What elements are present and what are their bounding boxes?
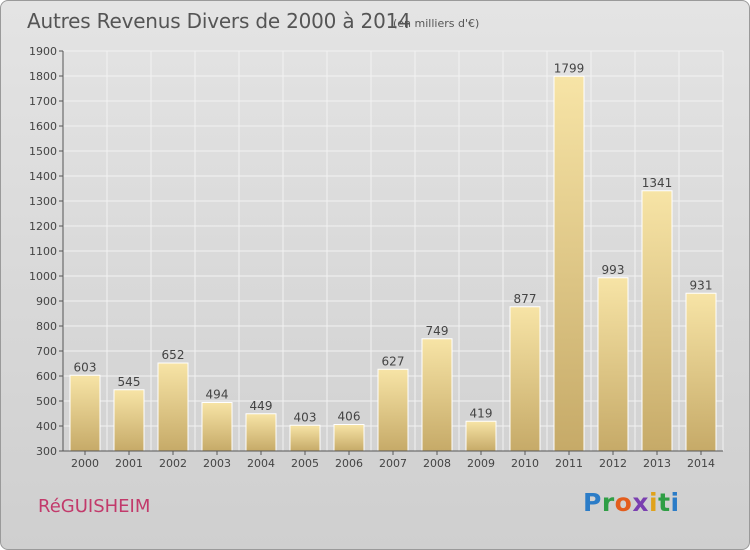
y-tick-label: 800 <box>36 320 57 333</box>
y-tick-label: 300 <box>36 445 57 458</box>
logo-letter: o <box>614 488 633 517</box>
y-tick-label: 1400 <box>29 170 57 183</box>
x-tick-label: 2008 <box>423 457 451 470</box>
y-tick-label: 900 <box>36 295 57 308</box>
bar <box>201 402 233 452</box>
y-tick-label: 500 <box>36 395 57 408</box>
logo-letter: t <box>658 488 671 517</box>
data-label: 603 <box>74 360 97 374</box>
data-label: 627 <box>382 354 405 368</box>
data-label: 652 <box>162 348 185 362</box>
city-name: RéGUISHEIM <box>38 496 151 517</box>
data-label: 403 <box>294 410 317 424</box>
y-tick-label: 1900 <box>29 45 57 58</box>
bar <box>597 277 629 452</box>
logo-letter: i <box>670 488 680 517</box>
data-label: 749 <box>426 324 449 338</box>
bar <box>421 338 453 452</box>
y-tick-label: 1500 <box>29 145 57 158</box>
bar <box>465 420 497 452</box>
x-tick-label: 2014 <box>687 457 715 470</box>
logo-letter: i <box>649 488 659 517</box>
data-label: 1341 <box>642 176 673 190</box>
bar <box>509 306 541 452</box>
x-tick-label: 2000 <box>71 457 99 470</box>
logo-letter: r <box>601 488 615 517</box>
y-tick-label: 1100 <box>29 245 57 258</box>
x-tick-label: 2011 <box>555 457 583 470</box>
data-label: 449 <box>250 399 273 413</box>
data-label: 494 <box>206 388 229 402</box>
x-tick-label: 2010 <box>511 457 539 470</box>
y-tick-label: 700 <box>36 345 57 358</box>
bar <box>553 75 585 452</box>
x-tick-label: 2006 <box>335 457 363 470</box>
y-tick-label: 400 <box>36 420 57 433</box>
data-label: 1799 <box>554 61 585 75</box>
data-label: 931 <box>690 278 713 292</box>
y-tick-label: 1600 <box>29 120 57 133</box>
y-tick-label: 1700 <box>29 95 57 108</box>
y-tick-label: 600 <box>36 370 57 383</box>
x-tick-label: 2002 <box>159 457 187 470</box>
bar <box>333 424 365 452</box>
data-label: 877 <box>514 292 537 306</box>
bar <box>685 292 717 452</box>
bar <box>157 362 189 452</box>
x-tick-label: 2007 <box>379 457 407 470</box>
data-label: 406 <box>338 410 361 424</box>
data-label: 545 <box>118 375 141 389</box>
chart-title: Autres Revenus Divers de 2000 à 2014 <box>27 9 411 33</box>
x-tick-label: 2009 <box>467 457 495 470</box>
y-tick-label: 1200 <box>29 220 57 233</box>
x-tick-label: 2012 <box>599 457 627 470</box>
x-tick-label: 2004 <box>247 457 275 470</box>
x-tick-label: 2001 <box>115 457 143 470</box>
y-tick-label: 1000 <box>29 270 57 283</box>
bar <box>641 190 673 452</box>
data-label: 993 <box>602 263 625 277</box>
bar <box>289 424 321 452</box>
x-tick-label: 2013 <box>643 457 671 470</box>
y-tick-label: 1800 <box>29 70 57 83</box>
bar <box>245 413 277 452</box>
bar <box>113 389 145 452</box>
bar <box>377 368 409 452</box>
data-label: 419 <box>470 406 493 420</box>
chart-subtitle: (en milliers d'€) <box>393 17 480 30</box>
logo-letter: x <box>632 488 649 517</box>
logo-letter: P <box>583 488 602 517</box>
bar <box>69 374 101 452</box>
x-tick-label: 2005 <box>291 457 319 470</box>
proxiti-logo[interactable]: Proxiti <box>583 488 680 517</box>
x-tick-label: 2003 <box>203 457 231 470</box>
y-tick-label: 1300 <box>29 195 57 208</box>
